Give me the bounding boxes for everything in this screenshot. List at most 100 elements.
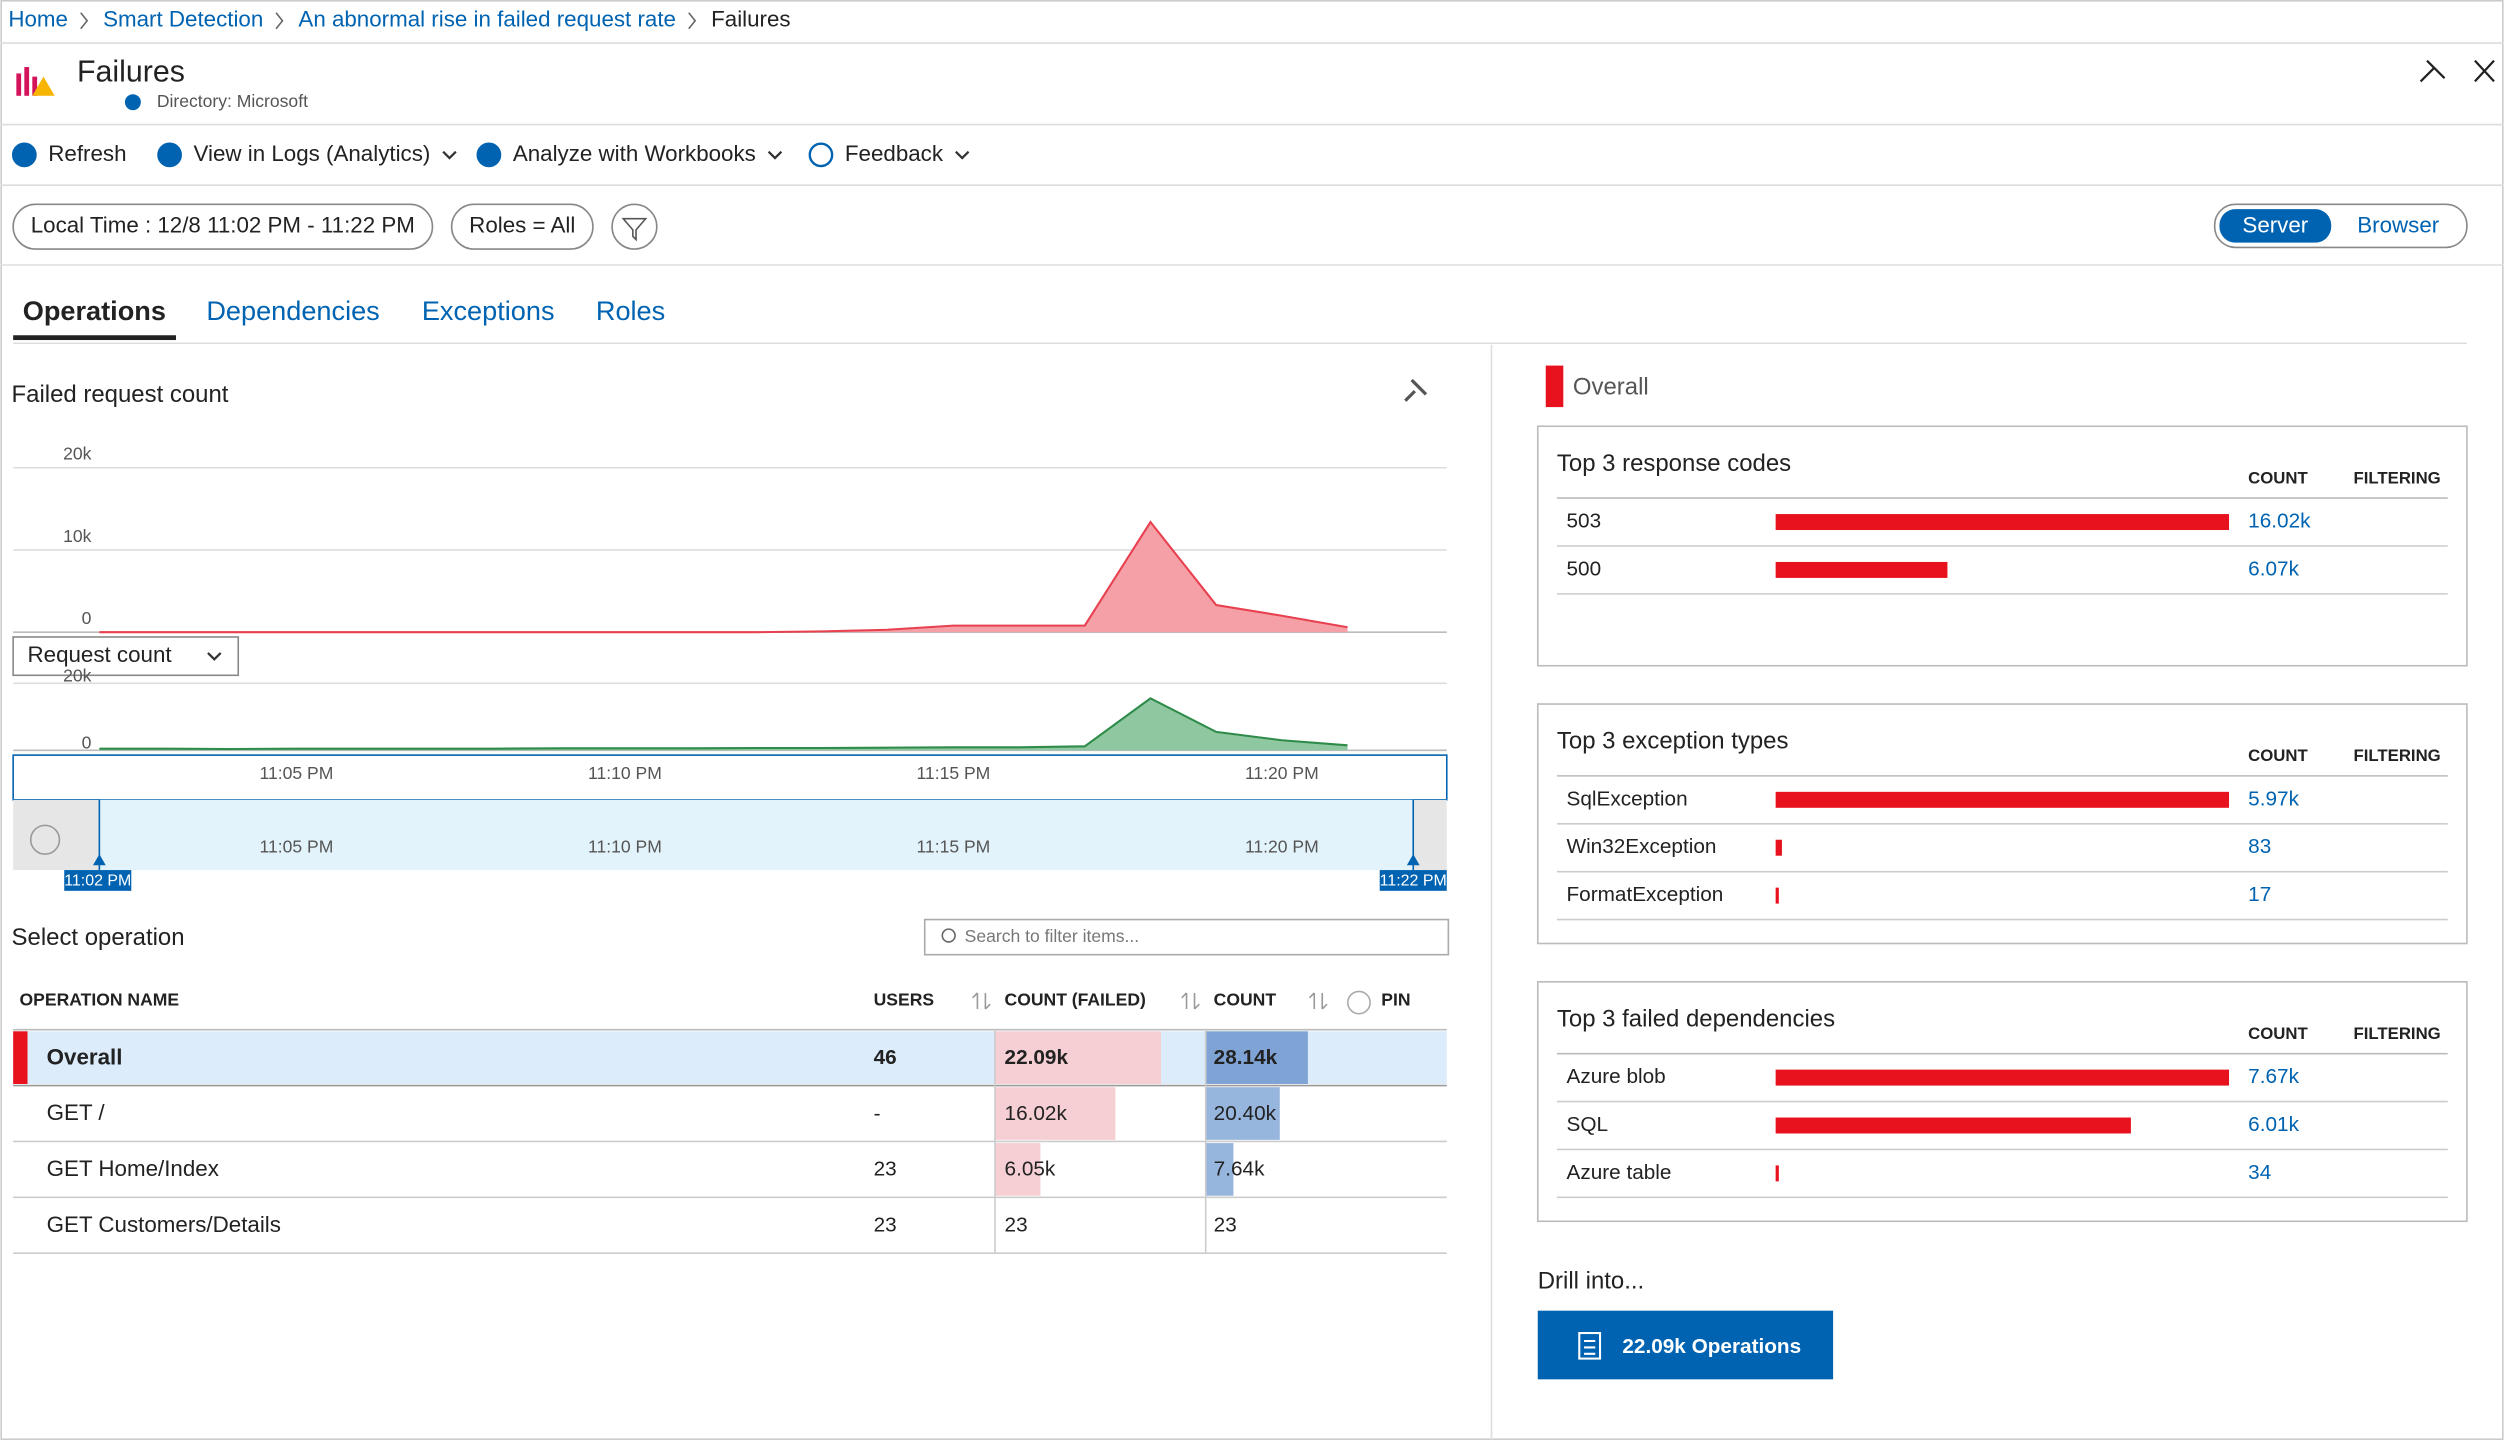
page-title: Failures [77, 55, 185, 88]
item-count[interactable]: 34 [2248, 1161, 2271, 1184]
operation-name[interactable]: GET Home/Index [47, 1156, 219, 1181]
item-name[interactable]: 500 [1567, 557, 1602, 580]
toggle-option[interactable]: Browser [2357, 213, 2440, 238]
pin-header-icon [1346, 990, 1371, 1015]
toolbar-button[interactable]: Refresh [48, 141, 126, 166]
column-header[interactable]: OPERATION NAME [20, 990, 180, 1010]
chevron [767, 150, 783, 160]
item-name[interactable]: SqlException [1567, 787, 1688, 810]
item-bar [1775, 1069, 2230, 1086]
pin-icon[interactable] [1404, 378, 1428, 402]
item-count[interactable]: 83 [2248, 835, 2271, 858]
brush-tick-label: 11:15 PM [916, 836, 990, 856]
count: 28.14k [1214, 1046, 1278, 1069]
count: 23 [1214, 1214, 1237, 1237]
sort-icon[interactable] [1308, 992, 1328, 1010]
item-name[interactable]: Azure table [1567, 1161, 1672, 1184]
line [99, 697, 1348, 751]
search-box[interactable] [923, 918, 1450, 956]
panel-title: Top 3 response codes [1557, 450, 1791, 477]
count-failed: 6.05k [1005, 1158, 1056, 1181]
breadcrumb-item[interactable]: Smart Detection [103, 7, 263, 32]
brush-label: 11:22 PM [1380, 872, 1447, 889]
count-bar [1205, 1087, 1280, 1140]
drill-icon [1578, 1332, 1602, 1360]
breadcrumb-item[interactable]: Home [8, 7, 68, 32]
users: - [874, 1102, 881, 1125]
toolbar-button[interactable]: Analyze with Workbooks [513, 141, 756, 166]
item-name[interactable]: 503 [1567, 510, 1602, 533]
failed-bar [994, 1031, 1162, 1084]
area [99, 698, 1348, 751]
breadcrumb-separator [80, 12, 89, 30]
item-name[interactable]: SQL [1567, 1113, 1609, 1136]
toolbar-button[interactable]: Feedback [845, 141, 944, 166]
item-count[interactable]: 6.01k [2248, 1113, 2299, 1136]
tab[interactable]: Exceptions [422, 295, 555, 326]
item-count[interactable]: 17 [2248, 883, 2271, 906]
sort-icon[interactable] [972, 992, 991, 1010]
chart-title: Failed request count [12, 381, 229, 408]
filter-label[interactable]: Local Time : 12/8 11:02 PM - 11:22 PM [31, 213, 415, 238]
breadcrumb-item: Failures [711, 7, 790, 32]
item-bar [1775, 839, 1782, 856]
operation-name[interactable]: Overall [47, 1044, 123, 1069]
line [99, 520, 1348, 634]
item-count[interactable]: 7.67k [2248, 1065, 2299, 1088]
toggle-active[interactable] [2219, 209, 2332, 243]
chevron [442, 150, 457, 160]
count: 7.64k [1214, 1158, 1265, 1181]
item-name[interactable]: FormatException [1567, 883, 1724, 906]
panel-title: Top 3 failed dependencies [1557, 1005, 1835, 1032]
filter-pill[interactable] [450, 203, 594, 250]
item-count[interactable]: 16.02k [2248, 510, 2311, 533]
count-bar [1205, 1031, 1308, 1084]
tab[interactable]: Dependencies [206, 295, 379, 326]
search-placeholder[interactable]: Search to filter items... [965, 926, 1140, 946]
sort-icon[interactable] [1181, 992, 1200, 1010]
breadcrumb-item[interactable]: An abnormal rise in failed request rate [298, 7, 676, 32]
filter-label[interactable]: Roles = All [469, 213, 575, 238]
window-controls[interactable] [2419, 59, 2495, 83]
brush-tick-label: 11:10 PM [588, 836, 662, 856]
failed-bar [994, 1087, 1116, 1140]
metric-select[interactable] [12, 636, 240, 677]
reset-icon[interactable] [29, 824, 61, 855]
column-header: COUNT [2248, 1024, 2308, 1043]
add-filter[interactable] [611, 203, 658, 250]
operation-name[interactable]: GET / [47, 1100, 106, 1125]
column-header[interactable]: USERS [874, 990, 935, 1010]
item-name[interactable]: Win32Exception [1567, 835, 1717, 858]
search-icon [941, 928, 956, 943]
item-count[interactable]: 5.97k [2248, 787, 2299, 810]
toolbar-icon [157, 142, 182, 168]
y-tick-label: 0 [82, 608, 92, 628]
item-count[interactable]: 6.07k [2248, 557, 2299, 580]
toolbar-button[interactable]: View in Logs (Analytics) [194, 141, 431, 166]
count-failed: 22.09k [1005, 1046, 1069, 1069]
filter-pill[interactable] [12, 203, 434, 250]
tab-active[interactable]: Operations [23, 295, 166, 326]
column-header: COUNT [2248, 468, 2308, 487]
item-name[interactable]: Azure blob [1567, 1065, 1666, 1088]
column-header[interactable]: COUNT (FAILED) [1005, 990, 1146, 1010]
toggle-option[interactable]: Server [2242, 213, 2308, 238]
drill-button[interactable] [1537, 1310, 1834, 1380]
x-tick-label: 11:05 PM [260, 763, 334, 783]
column-header[interactable]: COUNT [1214, 990, 1277, 1010]
metric-select-label[interactable]: Request count [28, 642, 173, 667]
drill-title: Drill into... [1538, 1267, 1644, 1294]
operation-name[interactable]: GET Customers/Details [47, 1212, 281, 1237]
breadcrumb-separator [688, 12, 697, 30]
row-marker [13, 1031, 28, 1084]
tab[interactable]: Roles [596, 295, 665, 326]
column-header: COUNT [2248, 746, 2308, 765]
drill-button-label[interactable]: 22.09k Operations [1622, 1335, 1801, 1358]
item-bar [1775, 791, 2230, 808]
toolbar-icon [11, 142, 37, 168]
brush-selection[interactable] [99, 799, 1414, 871]
y-tick-label: 10k [63, 526, 92, 546]
toolbar-icon [808, 142, 834, 168]
directory: Directory: Microsoft [157, 91, 308, 111]
